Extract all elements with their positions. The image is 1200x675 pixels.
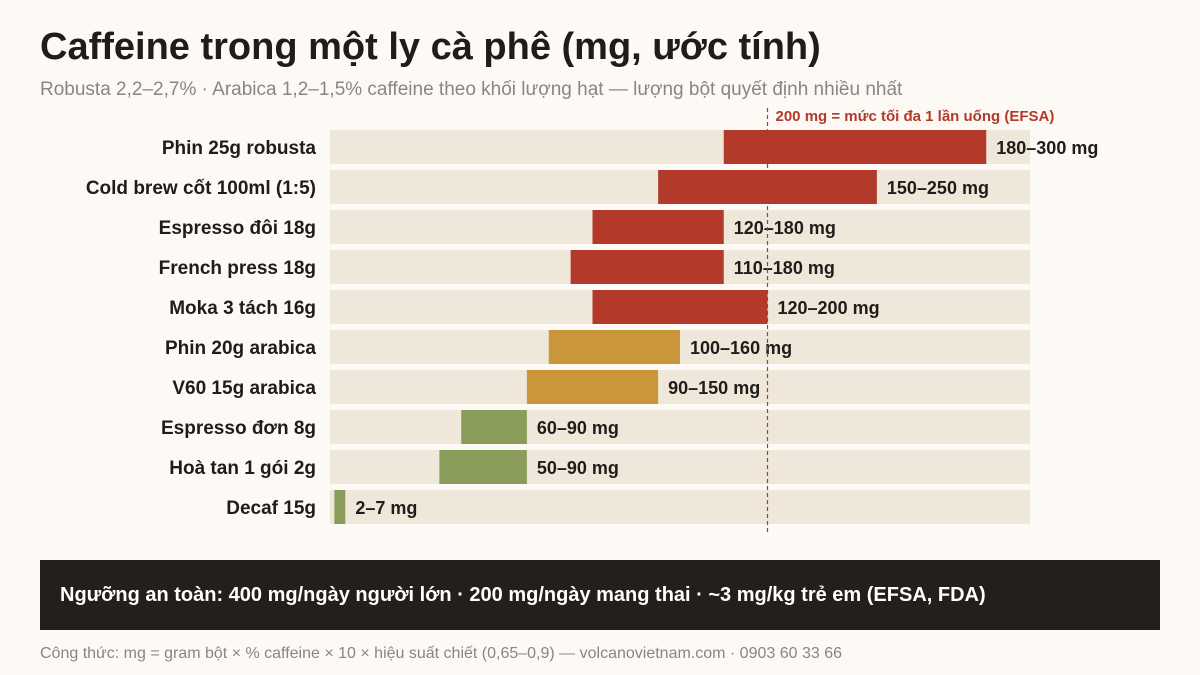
range-value-label: 50–90 mg bbox=[537, 458, 619, 478]
range-bar bbox=[548, 330, 680, 364]
range-value-label: 150–250 mg bbox=[887, 178, 989, 198]
category-label: Hoà tan 1 gói 2g bbox=[169, 458, 316, 479]
range-bar bbox=[592, 290, 768, 324]
range-bar bbox=[526, 370, 659, 404]
category-label: Phin 25g robusta bbox=[162, 138, 317, 159]
range-value-label: 60–90 mg bbox=[537, 418, 619, 438]
category-label: French press 18g bbox=[159, 258, 316, 279]
range-value-label: 180–300 mg bbox=[996, 138, 1098, 158]
range-value-label: 100–160 mg bbox=[690, 338, 792, 358]
bar-track bbox=[330, 370, 1030, 404]
range-value-label: 120–180 mg bbox=[734, 218, 836, 238]
range-value-label: 110–180 mg bbox=[734, 258, 835, 278]
category-label: Phin 20g arabica bbox=[165, 338, 316, 359]
caffeine-range-chart: Phin 25g robusta 180–300 mg Cold brew cốt … bbox=[86, 108, 1098, 534]
safety-threshold-text: Ngưỡng an toàn: 400 mg/ngày người lớn · … bbox=[60, 583, 986, 606]
category-label: Espresso đơn 8g bbox=[161, 418, 316, 439]
range-value-label: 90–150 mg bbox=[668, 378, 760, 398]
range-value-label: 2–7 mg bbox=[355, 498, 417, 518]
bar-track bbox=[330, 490, 1030, 524]
bar-track bbox=[330, 450, 1030, 484]
safety-threshold-banner: Ngưỡng an toàn: 400 mg/ngày người lớn · … bbox=[40, 560, 1160, 630]
chart-subtitle: Robusta 2,2–2,7% · Arabica 1,2–1,5% caff… bbox=[40, 79, 903, 100]
formula-footnote: Công thức: mg = gram bột × % caffeine × … bbox=[40, 645, 842, 662]
chart-title: Caffeine trong một ly cà phê (mg, ước tí… bbox=[40, 26, 821, 68]
category-label: V60 15g arabica bbox=[172, 378, 316, 399]
category-label: Cold brew cốt 100ml (1:5) bbox=[86, 178, 316, 199]
range-bar bbox=[723, 130, 987, 164]
range-bar bbox=[439, 450, 527, 484]
category-label: Decaf 15g bbox=[226, 498, 316, 519]
range-bar bbox=[570, 250, 724, 284]
category-label: Moka 3 tách 16g bbox=[169, 298, 316, 319]
reference-line-label: 200 mg = mức tối đa 1 lần uống (EFSA) bbox=[776, 108, 1055, 125]
range-bar bbox=[592, 210, 724, 244]
category-label: Espresso đôi 18g bbox=[159, 218, 316, 239]
range-bar bbox=[461, 410, 527, 444]
bar-track bbox=[330, 410, 1030, 444]
range-bar bbox=[334, 490, 346, 524]
range-value-label: 120–200 mg bbox=[778, 298, 880, 318]
